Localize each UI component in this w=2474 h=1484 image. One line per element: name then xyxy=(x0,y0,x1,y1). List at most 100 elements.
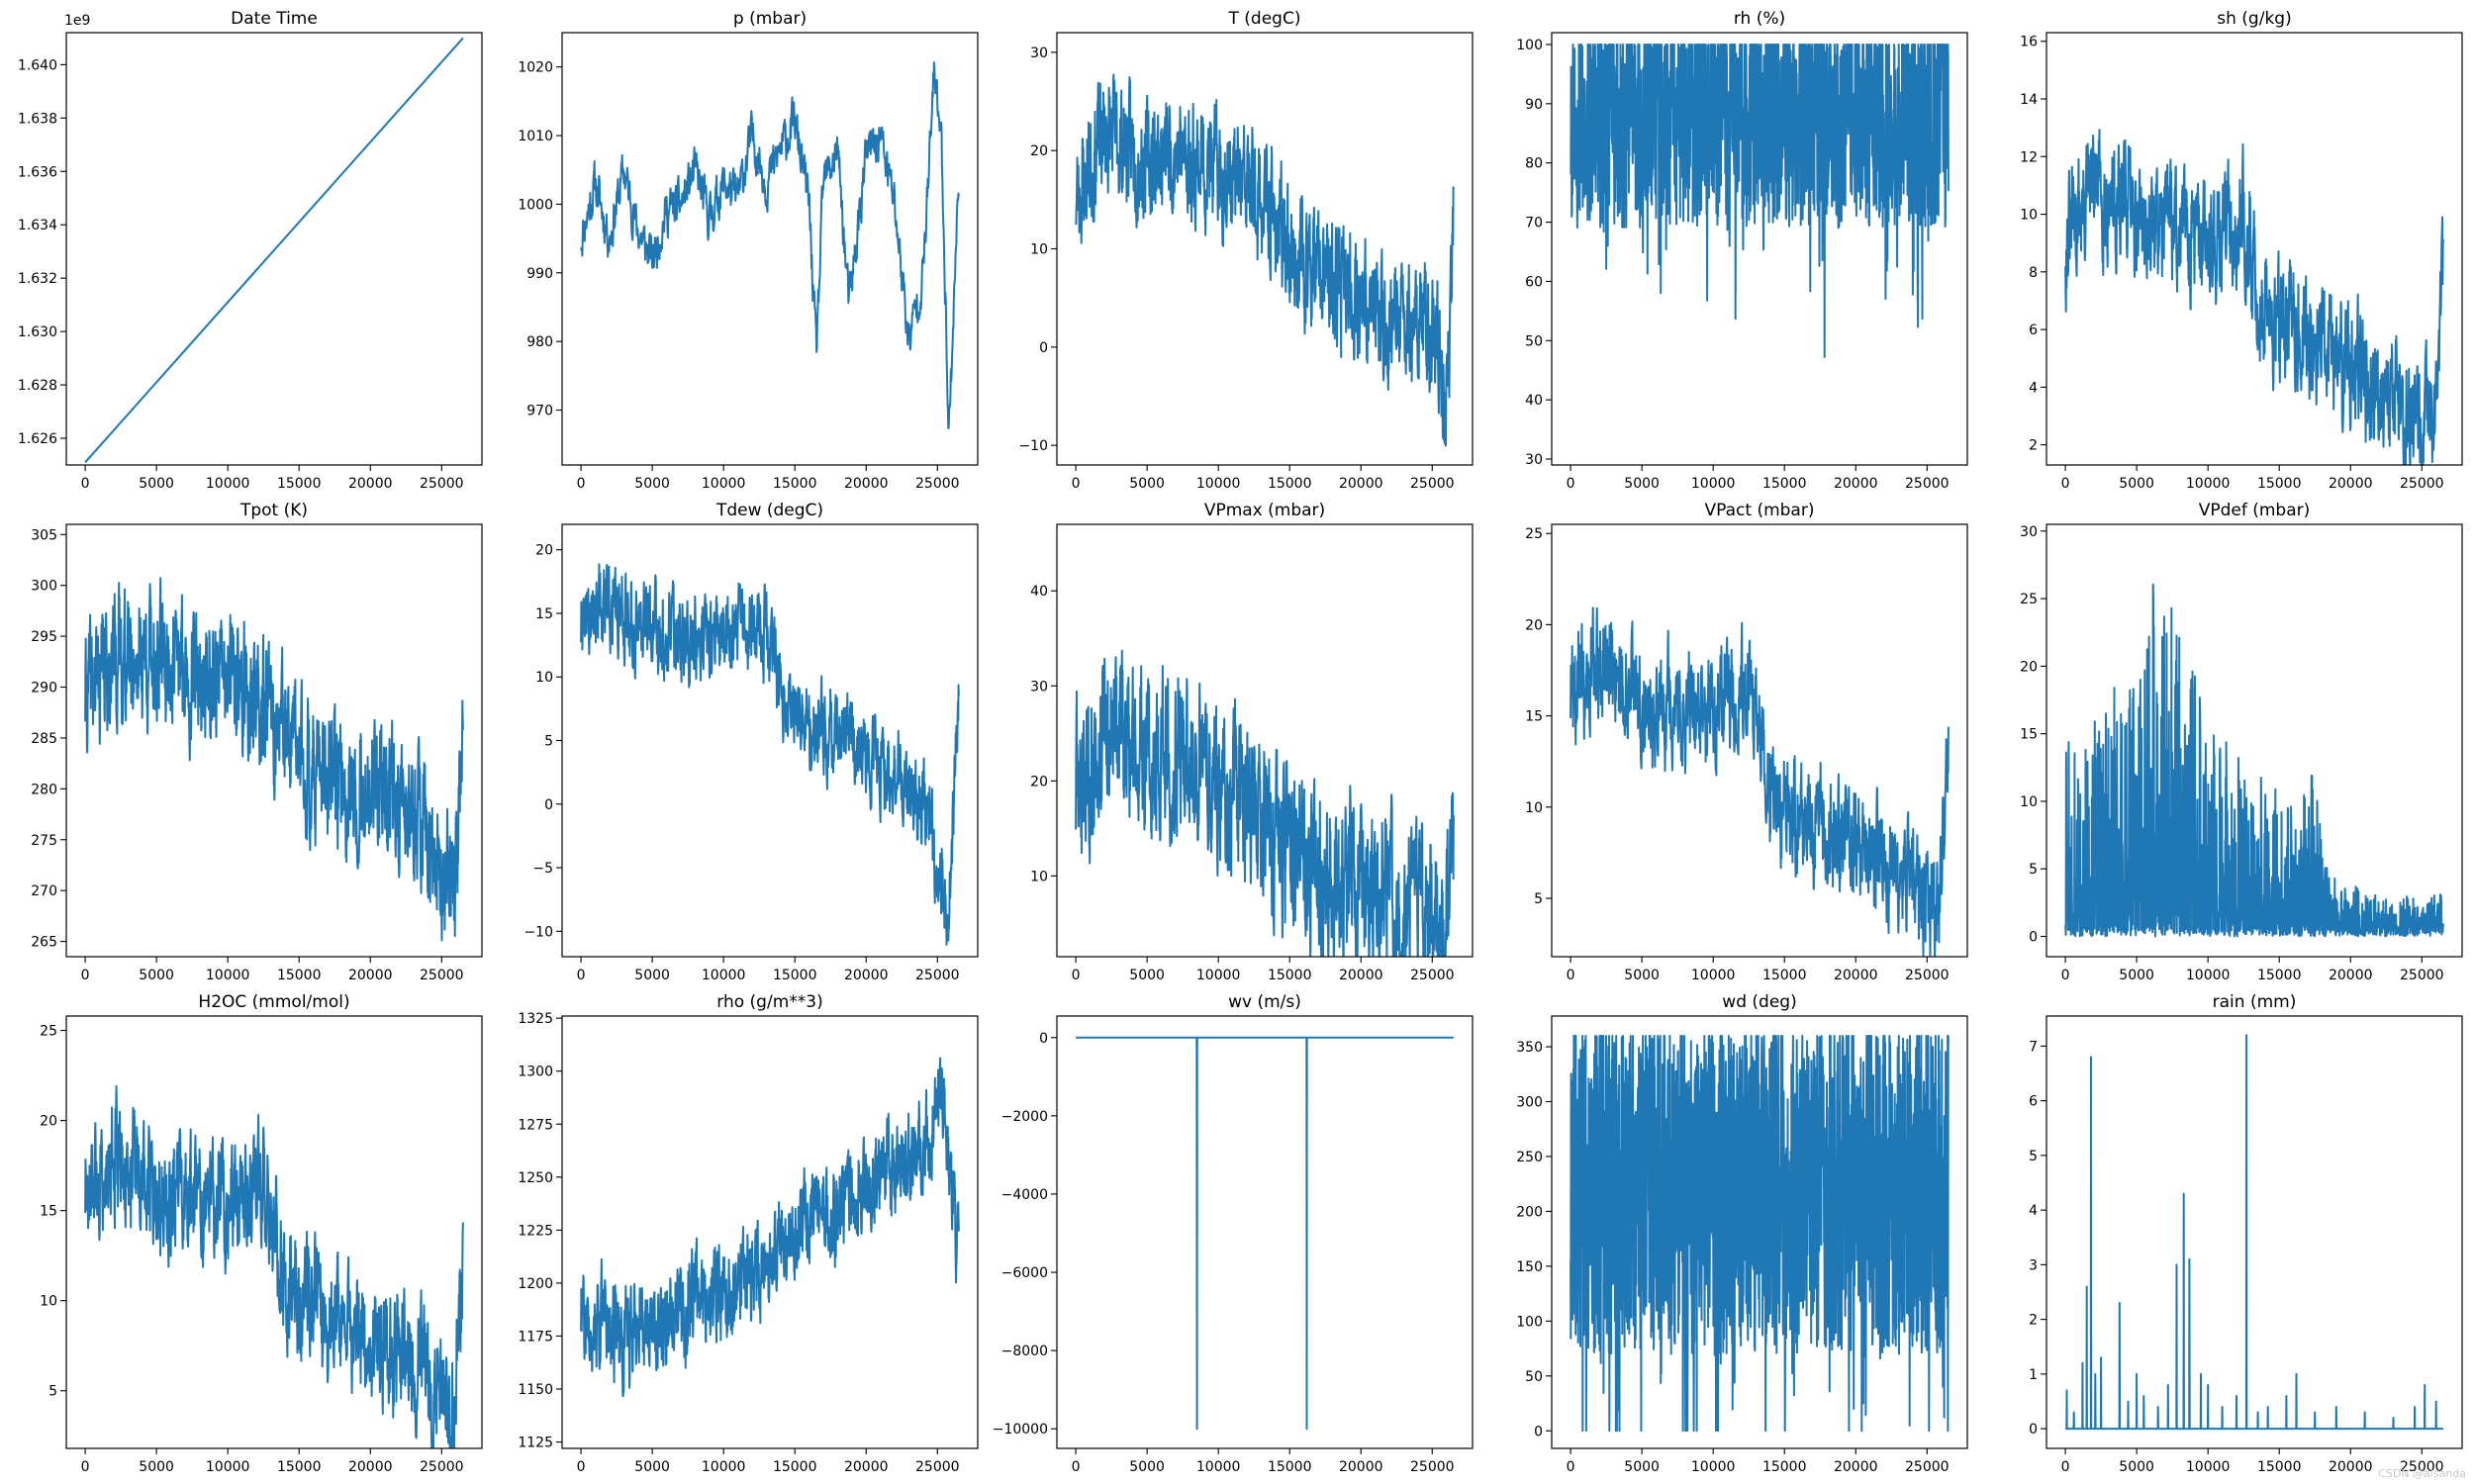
plot-frame xyxy=(2046,1015,2463,1449)
x-tick-label: 25000 xyxy=(1905,476,1950,492)
x-tick-label: 20000 xyxy=(1339,968,1383,983)
y-tick-label: 270 xyxy=(31,883,57,899)
y-tick-label: 20 xyxy=(1525,617,1543,633)
x-tick-label: 25000 xyxy=(915,1459,960,1475)
y-tick-label: 980 xyxy=(526,334,553,350)
subplot-title: VPact (mbar) xyxy=(1705,501,1815,520)
x-tick-label: 5000 xyxy=(139,1459,174,1475)
y-tick-label: 15 xyxy=(1525,709,1543,725)
x-tick-label: 5000 xyxy=(634,968,670,983)
y-tick-label: 0 xyxy=(1039,340,1048,356)
y-tick-label: 280 xyxy=(31,782,57,797)
y-tick-label: 2 xyxy=(2029,438,2038,454)
y-tick-label: 5 xyxy=(48,1384,57,1400)
y-tick-label: 4 xyxy=(2029,380,2038,396)
subplot-title: Date Time xyxy=(231,9,318,29)
y-tick-label: −10 xyxy=(1018,438,1048,454)
plot-frame xyxy=(2046,32,2463,466)
x-tick-label: 5000 xyxy=(1624,476,1660,492)
x-tick-label: 25000 xyxy=(915,968,960,983)
subplot-10: VPdef (mbar) 0 5000 10000 15000 20000 25000 0 5 1… xyxy=(2020,501,2463,983)
x-tick-label: 5000 xyxy=(2119,1459,2154,1475)
x-tick-label: 5000 xyxy=(139,968,174,983)
plot-frame xyxy=(1551,523,1968,958)
plot-frame xyxy=(561,32,979,466)
y-tick-label: −10000 xyxy=(993,1422,1048,1438)
x-tick-label: 0 xyxy=(1567,476,1575,492)
subplot-3: T (degC) 0 5000 10000 15000 20000 25000 −10 0 10 2… xyxy=(1018,9,1474,492)
y-tick-label: 300 xyxy=(31,579,57,595)
y-tick-label: 1.626 xyxy=(18,431,57,447)
x-tick-label: 25000 xyxy=(2400,476,2444,492)
y-tick-label: 1175 xyxy=(518,1329,553,1345)
x-tick-label: 5000 xyxy=(1624,968,1660,983)
y-tick-label: 5 xyxy=(2029,1149,2038,1164)
x-tick-label: 10000 xyxy=(1196,476,1241,492)
y-tick-label: 6 xyxy=(2029,323,2038,338)
x-tick-label: 10000 xyxy=(2186,1459,2231,1475)
x-tick-label: 15000 xyxy=(1762,1459,1807,1475)
x-tick-label: 25000 xyxy=(1905,968,1950,983)
series-line xyxy=(580,563,960,946)
x-tick-label: 5000 xyxy=(139,476,174,492)
x-tick-label: 20000 xyxy=(2329,1459,2373,1475)
x-tick-label: 15000 xyxy=(1762,968,1807,983)
subplot-13: wv (m/s) 0 5000 10000 15000 20000 25000 −10000 −… xyxy=(993,992,1474,1475)
x-tick-label: 15000 xyxy=(277,476,322,492)
y-tick-label: 0 xyxy=(1039,1031,1048,1047)
subplot-12: rho (g/m**3) 0 5000 10000 15000 20000 25000 112… xyxy=(518,992,979,1475)
subplot-title: Tdew (degC) xyxy=(715,501,823,520)
y-tick-label: 10 xyxy=(40,1294,57,1310)
x-tick-label: 10000 xyxy=(1691,968,1736,983)
x-tick-label: 20000 xyxy=(348,968,393,983)
x-tick-label: 25000 xyxy=(1410,1459,1455,1475)
x-tick-label: 0 xyxy=(2061,1459,2070,1475)
x-tick-label: 0 xyxy=(577,968,586,983)
y-tick-label: 1.638 xyxy=(18,111,57,127)
plot-frame xyxy=(1056,523,1474,958)
y-tick-label: 90 xyxy=(1525,97,1543,113)
y-tick-label: 16 xyxy=(2020,35,2038,50)
y-tick-label: 100 xyxy=(1516,38,1543,53)
plot-frame xyxy=(65,523,483,958)
x-tick-label: 15000 xyxy=(773,968,817,983)
y-tick-label: 1.634 xyxy=(18,218,57,233)
y-tick-label: 2 xyxy=(2029,1313,2038,1329)
y-tick-label: 1225 xyxy=(518,1223,553,1239)
x-tick-label: 25000 xyxy=(1905,1459,1950,1475)
x-tick-label: 15000 xyxy=(1268,476,1312,492)
series-line xyxy=(1076,1036,1454,1431)
x-tick-label: 5000 xyxy=(2119,968,2154,983)
y-tick-label: 285 xyxy=(31,731,57,747)
y-tick-label: −8000 xyxy=(1001,1344,1048,1359)
plot-frame xyxy=(65,32,483,466)
y-tick-label: 40 xyxy=(1030,584,1048,600)
x-tick-label: 25000 xyxy=(915,476,960,492)
x-tick-label: 10000 xyxy=(2186,476,2231,492)
y-tick-label: 5 xyxy=(1534,891,1543,907)
subplot-title: H2OC (mmol/mol) xyxy=(198,992,349,1012)
series-line xyxy=(2065,1034,2443,1431)
y-tick-label: 7 xyxy=(2029,1039,2038,1055)
series-line xyxy=(1570,606,1950,957)
subplot-11: H2OC (mmol/mol) 0 5000 10000 15000 20000 25000… xyxy=(40,992,483,1475)
subplot-title: p (mbar) xyxy=(733,9,807,29)
subplot-4: rh (%) 0 5000 10000 15000 20000 25000 30 40 50 60 7… xyxy=(1516,9,1968,492)
y-tick-label: 1.628 xyxy=(18,378,57,394)
subplot-6: Tpot (K) 0 5000 10000 15000 20000 25000 265 270 2… xyxy=(31,501,483,983)
x-tick-label: 20000 xyxy=(1834,968,1878,983)
y-tick-label: 10 xyxy=(2020,794,2038,810)
y-tick-label: 25 xyxy=(1525,526,1543,542)
y-tick-label: 8 xyxy=(2029,265,2038,281)
y-tick-label: 1.636 xyxy=(18,164,57,180)
subplot-title: VPmax (mbar) xyxy=(1204,501,1325,520)
y-tick-label: 30 xyxy=(2020,524,2038,540)
x-tick-label: 15000 xyxy=(773,476,817,492)
y-tick-label: 990 xyxy=(526,266,553,282)
subplot-15: rain (mm) 0 5000 10000 15000 20000 25000 0 1 2 3 4 5… xyxy=(2029,992,2463,1475)
y-tick-label: 30 xyxy=(1030,46,1048,61)
y-tick-label: 1010 xyxy=(518,129,553,144)
x-tick-label: 10000 xyxy=(702,1459,746,1475)
y-tick-label: 50 xyxy=(1525,333,1543,349)
